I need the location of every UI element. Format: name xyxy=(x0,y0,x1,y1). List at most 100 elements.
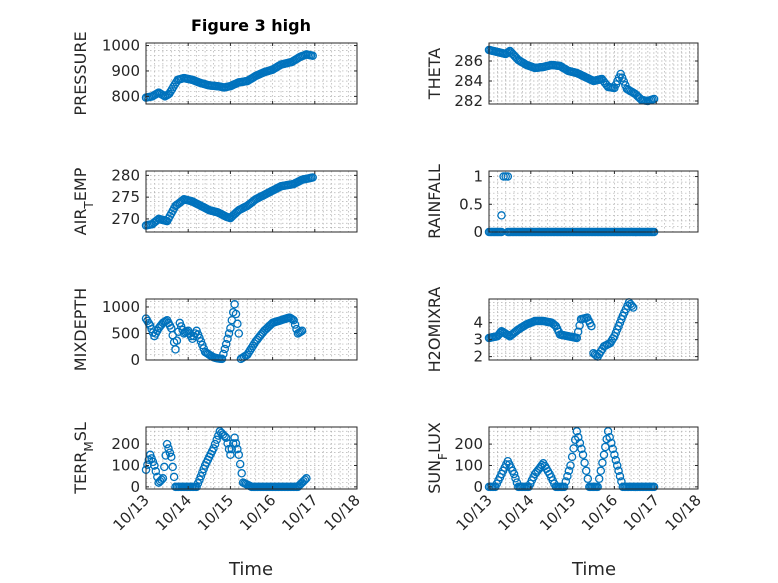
data-point xyxy=(230,433,239,442)
x-tick-label: 10/14 xyxy=(494,491,537,534)
data-point xyxy=(587,321,596,331)
x-tick-label: 10/16 xyxy=(236,491,279,534)
data-point xyxy=(165,448,175,457)
data-point xyxy=(575,438,585,448)
y-tick-label: 2 xyxy=(473,348,483,366)
data-point xyxy=(302,474,311,483)
data-point xyxy=(596,466,606,476)
data-point xyxy=(572,333,582,343)
data-point xyxy=(223,334,232,344)
data-point xyxy=(627,301,637,311)
data-point xyxy=(567,452,577,462)
subplot-5: 0 500 1000 MIXDEPTH xyxy=(71,288,358,371)
axes-frame xyxy=(145,426,358,490)
data-point xyxy=(503,172,513,181)
x-tick-label: 10/15 xyxy=(536,491,579,534)
data-point xyxy=(164,444,173,453)
data-point xyxy=(210,439,220,449)
y-tick-label: 286 xyxy=(454,52,483,70)
x-tick-label: 10/17 xyxy=(620,491,663,534)
y-tick-label: 0 xyxy=(473,223,483,241)
y-axis-label: H2OMIXRA xyxy=(425,287,444,373)
y-tick-label: 3 xyxy=(473,331,483,349)
data-point xyxy=(224,444,234,454)
data-point xyxy=(628,303,638,312)
data-point xyxy=(583,474,593,484)
y-axis-label: MIXDEPTH xyxy=(71,288,90,371)
data-point xyxy=(244,348,253,357)
data-point xyxy=(221,433,231,442)
subplot-1: 800 900 1000 PRESSURE xyxy=(71,31,358,116)
y-tick-label: 270 xyxy=(111,210,140,228)
data-point xyxy=(217,354,227,364)
data-point xyxy=(619,77,629,86)
data-point xyxy=(297,326,307,336)
data-point xyxy=(151,466,161,476)
data-point xyxy=(296,327,305,336)
x-tick-label: 10/15 xyxy=(194,491,237,534)
y-tick-label: 500 xyxy=(111,324,140,342)
y-axis-label: RAINFALL xyxy=(425,164,444,239)
data-point xyxy=(234,329,244,338)
data-point xyxy=(243,350,252,359)
data-point xyxy=(561,477,571,486)
data-point xyxy=(169,472,179,482)
data-point xyxy=(611,455,621,465)
data-point xyxy=(603,427,613,436)
y-tick-label: 800 xyxy=(111,87,140,105)
axes-frame xyxy=(145,170,358,233)
y-tick-label: 200 xyxy=(111,435,140,453)
data-point xyxy=(300,475,310,484)
data-point xyxy=(559,482,569,492)
y-tick-label: 1000 xyxy=(102,298,140,316)
data-point xyxy=(157,475,166,484)
data-point xyxy=(224,329,234,338)
subplot-3: 270 275 280 AIRTEMP xyxy=(71,166,358,235)
data-point xyxy=(209,444,218,453)
figure-title: Figure 3 high xyxy=(191,16,311,35)
subplot-6: 234 H2OMIXRA xyxy=(425,287,699,373)
data-point xyxy=(221,339,231,349)
data-point xyxy=(227,444,237,454)
data-point xyxy=(162,439,172,449)
data-point xyxy=(153,472,162,482)
x-tick-label: 10/13 xyxy=(453,491,496,534)
data-point xyxy=(233,319,242,329)
x-tick-label: 10/17 xyxy=(278,491,321,534)
x-tick-label: 10/14 xyxy=(152,491,195,534)
data-point xyxy=(308,173,317,182)
data-point xyxy=(497,211,506,220)
data-point xyxy=(612,461,622,470)
data-point xyxy=(289,315,298,325)
subplot-2: 282 284 286 THETA xyxy=(425,42,699,110)
y-axis-label: AIRTEMP xyxy=(71,167,96,235)
data-point xyxy=(509,469,519,479)
data-point xyxy=(219,349,228,359)
data-point xyxy=(593,482,602,492)
data-point xyxy=(610,450,619,460)
data-point xyxy=(607,438,616,448)
data-point xyxy=(649,94,659,104)
data-point xyxy=(245,346,255,355)
axes-frame xyxy=(145,298,358,361)
data-point xyxy=(299,476,308,486)
y-tick-label: 1000 xyxy=(102,37,140,55)
y-axis-label: THETA xyxy=(425,48,444,100)
data-point xyxy=(150,461,159,470)
y-tick-label: 282 xyxy=(454,92,483,110)
data-point xyxy=(172,336,182,345)
data-point xyxy=(290,320,300,329)
data-point xyxy=(601,442,610,452)
data-point xyxy=(161,451,170,460)
data-point xyxy=(167,452,176,462)
data-point xyxy=(577,444,586,454)
y-tick-label: 4 xyxy=(473,314,483,332)
data-point xyxy=(159,91,168,100)
y-tick-label: 275 xyxy=(111,188,140,206)
data-point xyxy=(223,439,232,448)
data-point xyxy=(230,300,239,309)
axes-frame xyxy=(145,42,358,105)
data-point xyxy=(574,432,583,442)
